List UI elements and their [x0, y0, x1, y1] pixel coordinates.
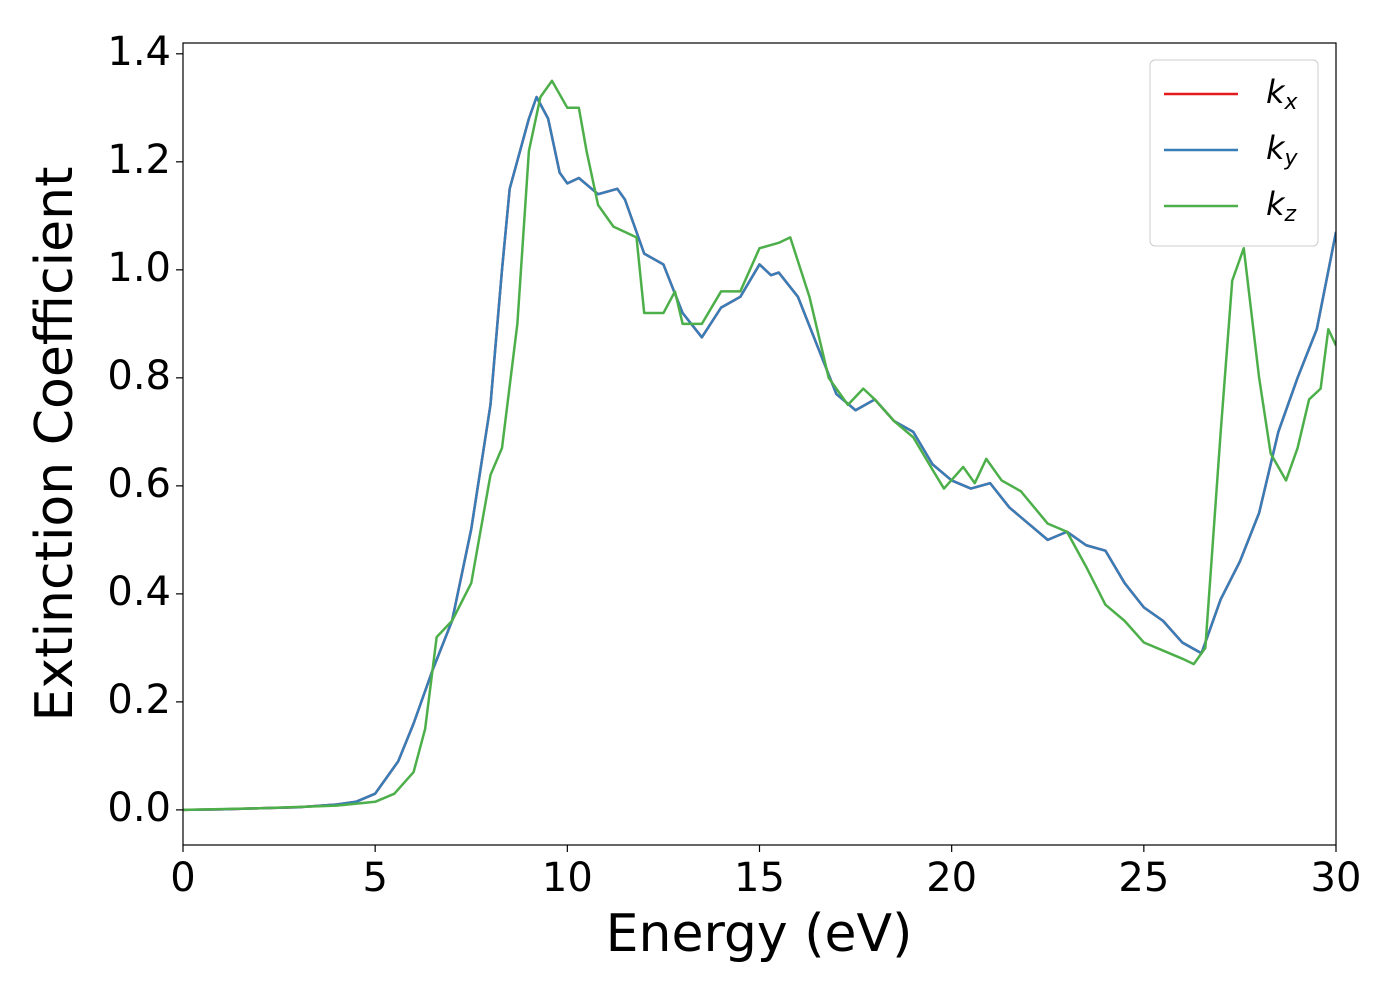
x-tick-label: 15: [734, 855, 785, 901]
legend-label: kx: [1266, 73, 1299, 115]
x-tick-label: 0: [170, 855, 195, 901]
y-tick-label: 0.2: [107, 677, 171, 723]
y-tick-label: 0.8: [107, 353, 171, 399]
y-tick-label: 1.4: [107, 29, 171, 75]
line-series: [183, 95, 1336, 812]
x-axis-label: Energy (eV): [606, 904, 913, 964]
y-axis-label: Extinction Coefficient: [25, 167, 85, 722]
legend-label: ky: [1266, 129, 1299, 171]
y-tick-label: 0.4: [107, 569, 171, 615]
y-tick-label: 0.6: [107, 461, 171, 507]
legend-box: [1149, 59, 1319, 247]
x-tick-label: 25: [1118, 855, 1169, 901]
line-series: [183, 79, 1336, 812]
y-tick-label: 1.0: [107, 245, 171, 291]
y-tick-label: 1.2: [107, 137, 171, 183]
y-tick-label: 0.0: [107, 785, 171, 831]
plot-frame: [182, 42, 1337, 846]
legend-label: kz: [1266, 185, 1297, 227]
x-tick-label: 20: [926, 855, 977, 901]
x-tick-label: 10: [542, 855, 593, 901]
x-tick-label: 30: [1311, 855, 1362, 901]
x-tick-label: 5: [362, 855, 387, 901]
